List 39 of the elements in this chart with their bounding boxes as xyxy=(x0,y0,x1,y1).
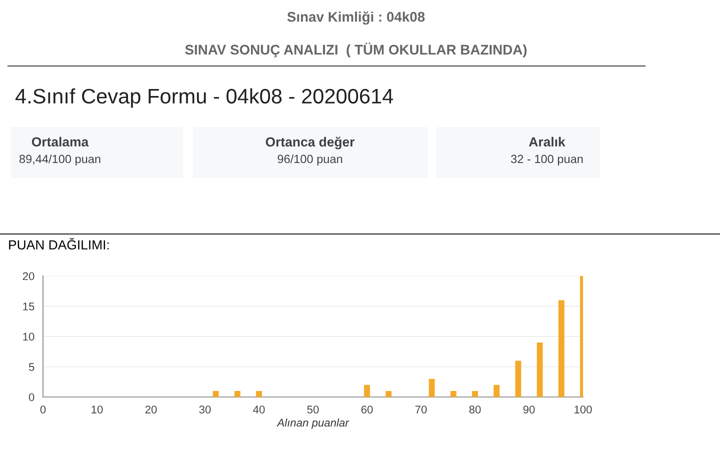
text: 96/100 puan xyxy=(278,154,342,166)
bar xyxy=(558,300,564,397)
bar xyxy=(386,390,392,397)
x-tick-label: 40 xyxy=(253,406,265,414)
text: 4.Sınıf Cevap Formu - 04k08 - 20200614 xyxy=(15,88,394,108)
x-tick-label: 20 xyxy=(145,406,157,414)
bar xyxy=(450,390,456,397)
x-tick-label: 0 xyxy=(40,406,46,414)
y-tick-label: 5 xyxy=(28,363,34,371)
text: Aralık xyxy=(528,136,566,147)
text: Ortanca değer xyxy=(266,136,355,150)
y-tick-label: 20 xyxy=(22,272,34,280)
text: Ortalama xyxy=(32,136,89,147)
chart-title: Sınav Kimliği : 04k08 xyxy=(287,11,425,25)
y-tick-label: 0 xyxy=(28,393,34,402)
bar xyxy=(364,384,370,397)
x-tick-label: 60 xyxy=(361,406,373,414)
text: 89,44/100 puan xyxy=(19,154,100,166)
text: 32 - 100 puan xyxy=(511,154,583,166)
bar xyxy=(472,390,478,397)
text: PUAN DAĞILIMI: xyxy=(9,238,109,250)
bar xyxy=(212,390,219,397)
x-tick-label: 80 xyxy=(469,406,481,414)
x-tick-label: 70 xyxy=(415,406,427,414)
bar xyxy=(234,390,240,397)
x-tick-label: 90 xyxy=(523,406,535,414)
x-tick-label: 100 xyxy=(574,406,592,414)
y-tick-label: 15 xyxy=(23,302,34,310)
x-tick-label: 50 xyxy=(307,406,319,414)
x-tick-label: 30 xyxy=(199,406,211,414)
bar xyxy=(515,360,522,397)
chart-subtitle: SINAV SONUÇ ANALIZI ( TÜM OKULLAR BAZINDA) xyxy=(185,42,527,58)
y-tick-label: 10 xyxy=(23,332,34,341)
x-axis-title: Alınan puanlar xyxy=(276,418,350,429)
bar xyxy=(494,384,500,397)
x-tick-label: 10 xyxy=(92,406,103,414)
bar xyxy=(536,342,543,397)
bar xyxy=(428,378,435,397)
bar xyxy=(256,390,262,397)
